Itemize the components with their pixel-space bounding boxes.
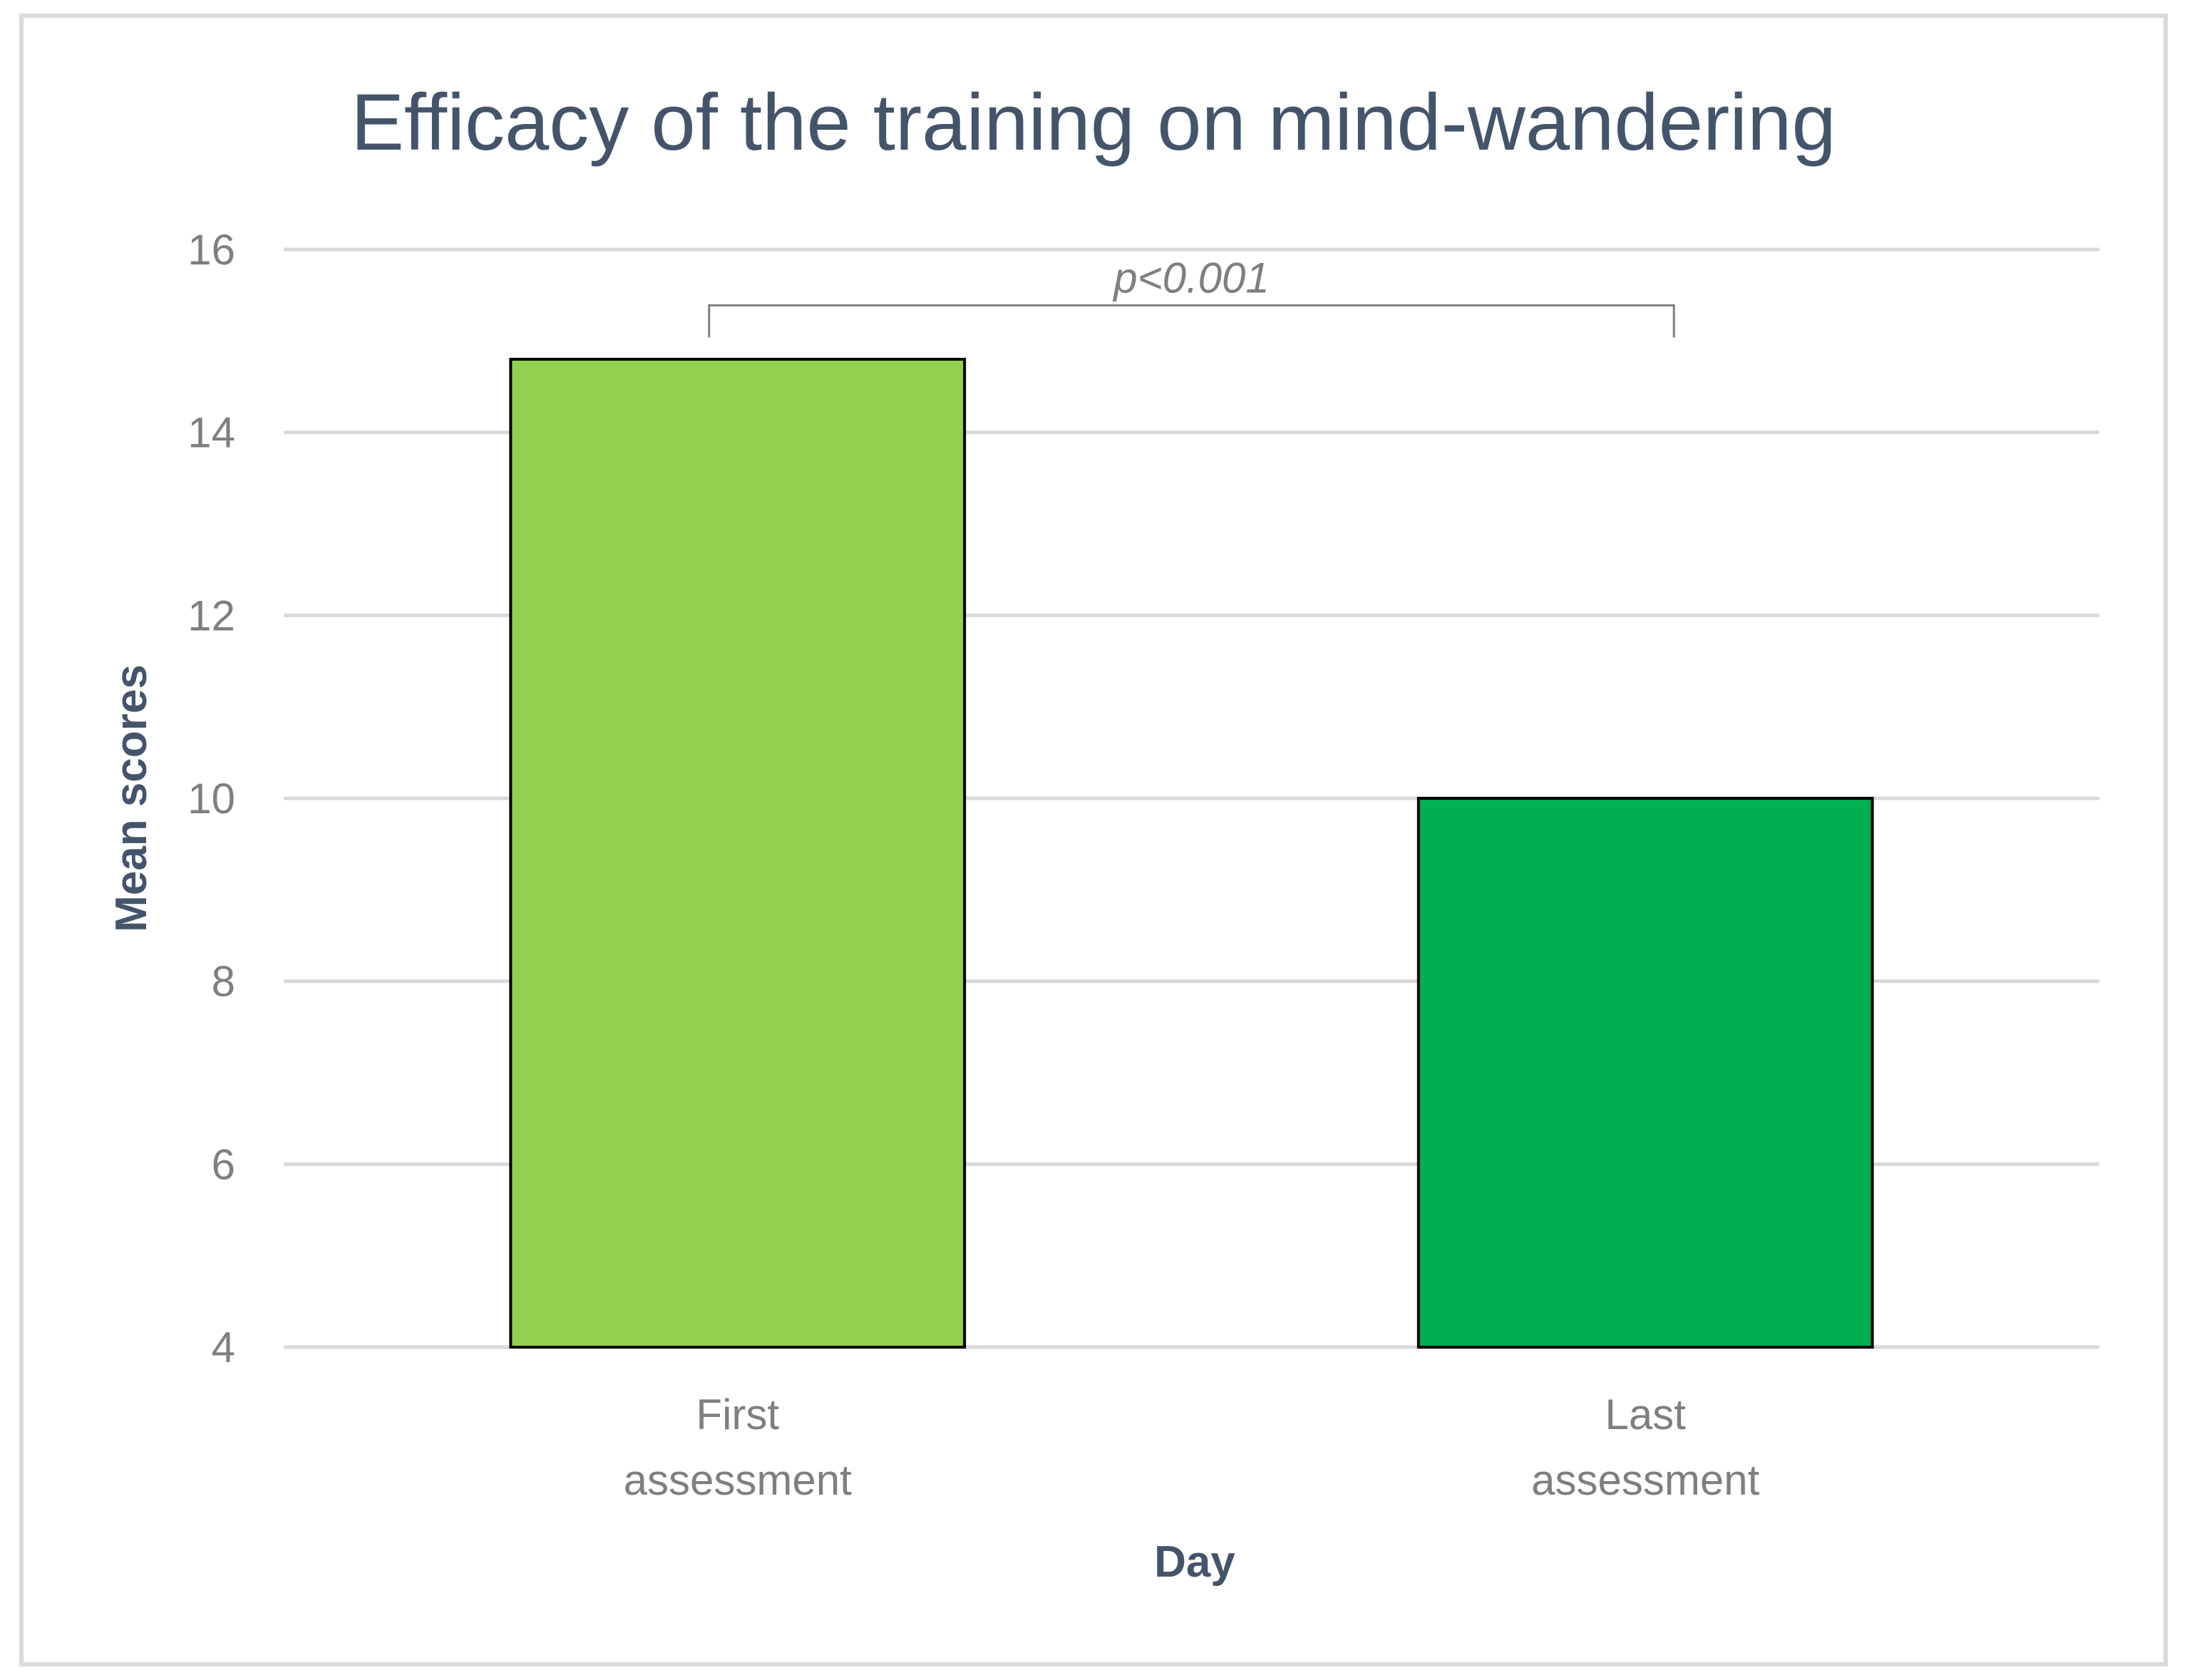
x-category-line: Last [1605, 1391, 1687, 1438]
significance-annotation: p<0.001 [708, 254, 1675, 338]
significance-label: p<0.001 [1112, 254, 1270, 302]
x-category-line: assessment [1531, 1456, 1759, 1504]
y-axis-label: Mean scores [107, 664, 156, 932]
x-axis-label: Day [1154, 1537, 1235, 1587]
x-category-label: First assessment [624, 1391, 852, 1504]
chart-title: Efficacy of the training on mind-wanderi… [351, 78, 1836, 167]
x-axis-categories: First assessment Last assessment [624, 1391, 1760, 1504]
y-tick-label: 4 [212, 1324, 235, 1371]
bar-2 [1416, 797, 1874, 1349]
x-category-line: First [696, 1391, 779, 1438]
bars [509, 358, 1874, 1349]
x-category-line: assessment [624, 1456, 852, 1504]
significance-bracket [708, 304, 1675, 338]
y-tick-label: 6 [212, 1140, 235, 1188]
bar-1 [509, 358, 967, 1349]
y-tick-label: 8 [212, 958, 235, 1006]
y-tick-label: 12 [187, 592, 235, 639]
y-tick-label: 10 [187, 775, 235, 823]
y-axis-ticks: 4 6 8 10 12 14 16 [187, 226, 235, 1371]
y-tick-label: 16 [187, 226, 235, 274]
y-tick-label: 14 [187, 409, 235, 457]
x-category-label: Last assessment [1531, 1391, 1759, 1504]
